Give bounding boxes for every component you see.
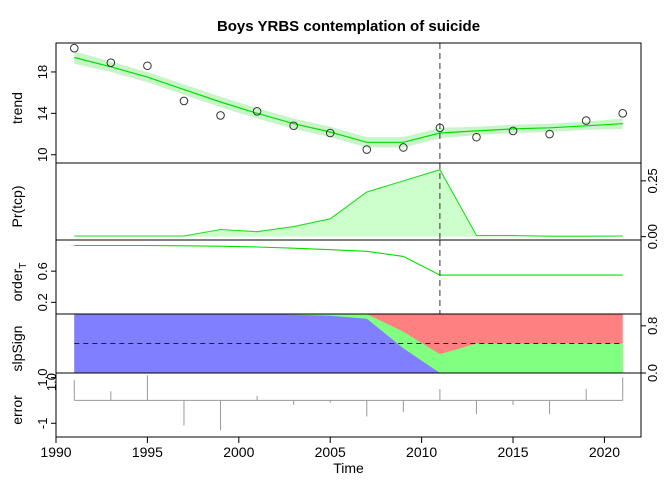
- x-tick-label: 1990: [40, 444, 71, 460]
- trend-observed-point: [216, 111, 225, 120]
- trend-observed-point: [618, 109, 628, 118]
- y-tick-label: 1.0: [35, 369, 50, 387]
- trend-observed-point: [69, 43, 79, 53]
- y-axis-title-prob: Pr(tcp): [9, 186, 25, 228]
- panel-error: -1 1.0 error: [9, 369, 642, 438]
- x-tick-label: 2015: [497, 444, 528, 460]
- x-tick-label: 1995: [132, 444, 163, 460]
- y-tick-label: 0.2: [35, 293, 50, 311]
- trend-fitted-line: [74, 56, 623, 143]
- y-tick-label: 10: [35, 147, 50, 161]
- panel-slpSign: 1.0 0.0 0.8 slpSign: [9, 313, 660, 391]
- trend-confidence-band: [74, 51, 623, 148]
- x-axis: 1990 1995 2000 2005 2010 2015 2020: [40, 437, 620, 460]
- trend-observed-point: [399, 143, 408, 152]
- trend-observed-point: [179, 96, 189, 106]
- y-tick-label: 0.00: [645, 224, 660, 249]
- trend-observed-point: [106, 58, 116, 67]
- trend-observed-point: [252, 106, 262, 116]
- x-tick-label: 2010: [406, 444, 437, 460]
- y-axis-title-slpSign: slpSign: [9, 326, 25, 372]
- y-axis-title-order: orderT: [9, 263, 29, 302]
- x-tick-label: 2005: [315, 444, 346, 460]
- panel-trend: 10 14 18 trend: [9, 42, 642, 164]
- prob-line: [74, 169, 623, 237]
- prob-area: [74, 169, 623, 237]
- panel-frame: [55, 372, 642, 438]
- trend-observed-point: [472, 132, 481, 142]
- panel-prob: 0.00 0.25 Pr(tcp): [9, 162, 660, 249]
- panel-frame: [55, 42, 642, 164]
- y-tick-label: 18: [35, 65, 50, 79]
- y-axis-title-error: error: [9, 395, 25, 425]
- y-axis-title-subscript: T: [18, 263, 29, 269]
- x-tick-label: 2000: [223, 444, 254, 460]
- y-tick-label: 0.8: [645, 317, 660, 335]
- y-tick-label: 0.6: [35, 262, 50, 280]
- chart-title: Boys YRBS contemplation of suicide: [217, 18, 480, 35]
- trend-observed-point: [508, 126, 518, 136]
- panels: 10 14 18 trend 0.00 0.25 Pr(tcp) 0.2 0.6 orderT 1.…: [9, 42, 660, 438]
- panel-frame: [55, 239, 642, 315]
- panel-order: 0.2 0.6 orderT: [9, 239, 642, 315]
- trend-observed-point: [545, 129, 554, 139]
- y-tick-label: 0.0: [645, 364, 660, 382]
- y-tick-label: -1: [35, 418, 50, 430]
- trend-observed-point: [143, 61, 152, 71]
- y-tick-label: 14: [35, 106, 50, 120]
- trend-observed-point: [289, 121, 298, 131]
- trend-observed-point: [581, 116, 591, 125]
- y-tick-label: 0.25: [645, 168, 660, 193]
- x-tick-label: 2020: [589, 444, 620, 460]
- trend-observed-point: [325, 128, 335, 138]
- order-line: [74, 244, 623, 276]
- trend-observed-point: [362, 145, 372, 154]
- x-axis-title: Time: [333, 460, 364, 476]
- y-axis-title-trend: trend: [9, 92, 25, 124]
